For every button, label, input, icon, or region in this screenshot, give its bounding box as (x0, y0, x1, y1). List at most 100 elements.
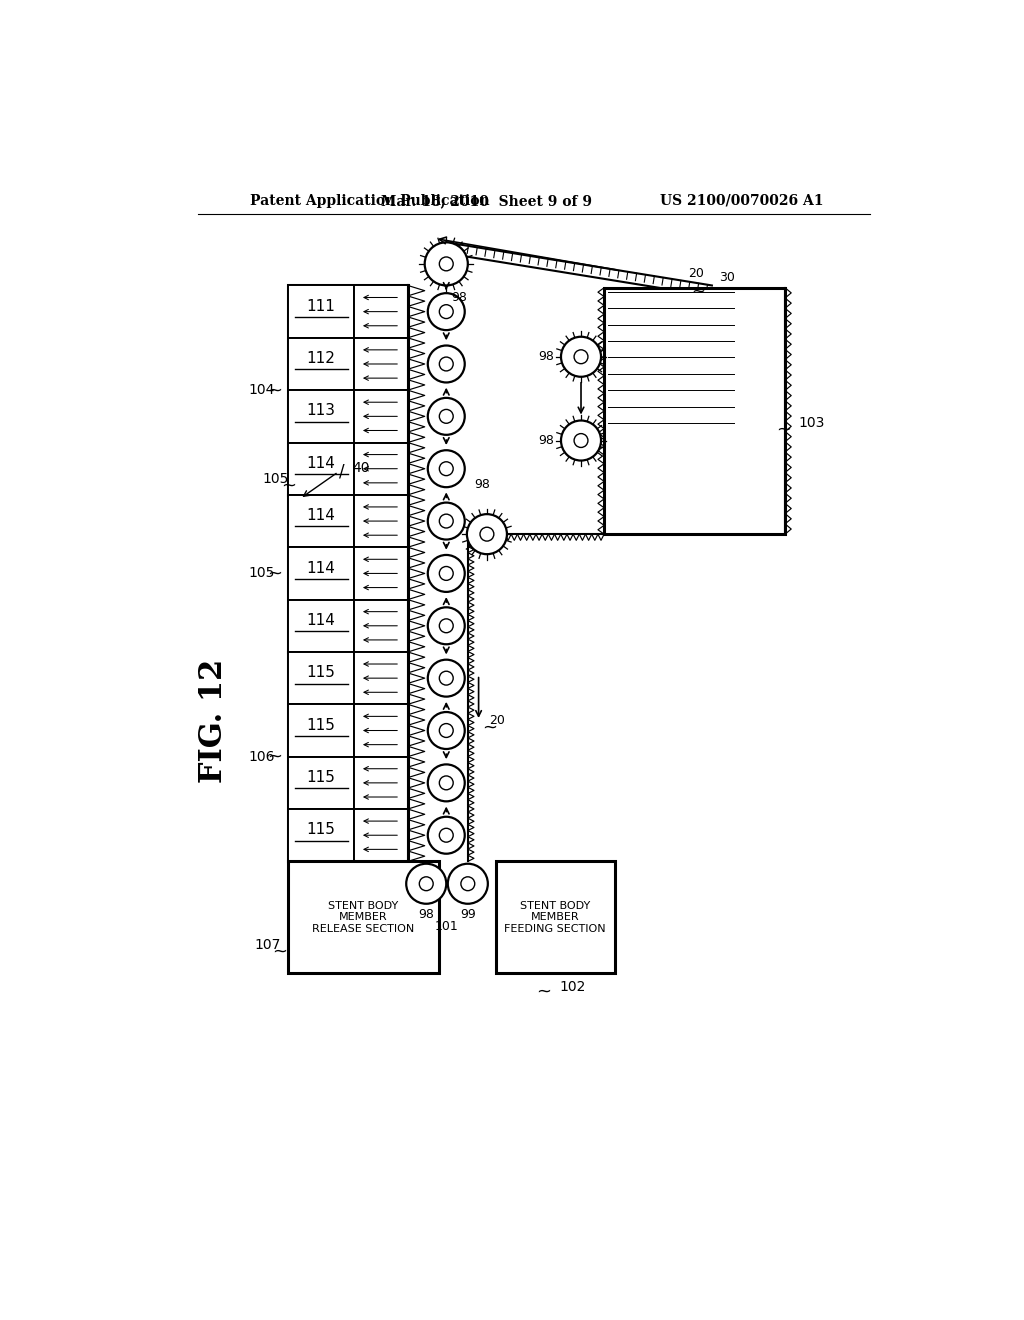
Circle shape (425, 243, 468, 285)
Text: 115: 115 (307, 718, 336, 733)
Circle shape (428, 346, 465, 383)
Text: 20: 20 (489, 714, 505, 727)
Text: 115: 115 (307, 770, 336, 785)
Circle shape (419, 876, 433, 891)
Text: 115: 115 (307, 665, 336, 680)
Bar (496, 862, 614, 973)
Circle shape (428, 503, 465, 540)
Bar (289, 391, 354, 442)
Circle shape (467, 515, 507, 554)
Text: 40: 40 (352, 461, 370, 475)
Bar (289, 442, 354, 495)
Text: 103: 103 (799, 416, 825, 430)
Text: 105: 105 (248, 566, 274, 581)
Circle shape (407, 863, 446, 904)
Circle shape (439, 723, 454, 738)
Text: 105: 105 (262, 473, 289, 487)
Text: ~: ~ (267, 565, 283, 582)
Circle shape (428, 817, 465, 854)
Circle shape (439, 776, 454, 789)
Text: 114: 114 (307, 561, 336, 576)
Circle shape (428, 607, 465, 644)
Text: STENT BODY
MEMBER
FEEDING SECTION: STENT BODY MEMBER FEEDING SECTION (505, 900, 606, 933)
Circle shape (574, 350, 588, 364)
Bar (289, 652, 408, 862)
Bar (289, 285, 408, 495)
Bar (354, 652, 408, 705)
Text: 20: 20 (688, 268, 705, 280)
Circle shape (439, 257, 454, 271)
Bar (289, 285, 354, 338)
Circle shape (480, 527, 494, 541)
Circle shape (428, 554, 465, 591)
Bar (289, 705, 354, 756)
Circle shape (439, 409, 454, 424)
Text: 30: 30 (720, 271, 735, 284)
Bar (354, 705, 408, 756)
Bar (354, 495, 408, 548)
Text: ~: ~ (271, 942, 287, 961)
Text: 99: 99 (460, 908, 476, 921)
Circle shape (428, 711, 465, 748)
Text: ~: ~ (267, 747, 283, 766)
Bar (289, 652, 354, 705)
Text: 114: 114 (307, 455, 336, 471)
Text: 98: 98 (474, 478, 489, 491)
Text: 114: 114 (307, 508, 336, 523)
Text: 106: 106 (248, 750, 274, 764)
Bar (354, 391, 408, 442)
Circle shape (439, 619, 454, 632)
Text: 115: 115 (307, 822, 336, 837)
Circle shape (439, 566, 454, 581)
Bar (354, 599, 408, 652)
Circle shape (561, 421, 601, 461)
Bar (289, 809, 354, 862)
Text: 112: 112 (307, 351, 336, 366)
Text: ~: ~ (776, 421, 792, 438)
Text: 107: 107 (254, 939, 281, 952)
Circle shape (428, 397, 465, 434)
Circle shape (428, 660, 465, 697)
Bar (354, 442, 408, 495)
Circle shape (428, 450, 465, 487)
Text: 102: 102 (559, 979, 586, 994)
Text: 98: 98 (418, 908, 434, 921)
Bar (289, 862, 438, 973)
Bar (289, 495, 354, 548)
Bar (354, 756, 408, 809)
Bar (289, 599, 354, 652)
Bar (289, 548, 354, 599)
Circle shape (447, 863, 487, 904)
Text: Mar. 18, 2010  Sheet 9 of 9: Mar. 18, 2010 Sheet 9 of 9 (381, 194, 592, 207)
Bar (604, 288, 785, 535)
Text: ~: ~ (282, 477, 296, 495)
Text: ~: ~ (691, 282, 706, 301)
Text: 98: 98 (451, 292, 467, 305)
Text: 104: 104 (248, 383, 274, 397)
Bar (354, 285, 408, 338)
Text: US 2100/0070026 A1: US 2100/0070026 A1 (660, 194, 823, 207)
Text: ~: ~ (481, 718, 497, 737)
Text: /: / (339, 462, 345, 480)
Text: STENT BODY
MEMBER
RELEASE SECTION: STENT BODY MEMBER RELEASE SECTION (312, 900, 415, 933)
Text: 98: 98 (539, 434, 554, 447)
Bar (354, 809, 408, 862)
Circle shape (428, 293, 465, 330)
Bar (354, 548, 408, 599)
Text: FIG. 12: FIG. 12 (199, 659, 229, 783)
Text: Patent Application Publication: Patent Application Publication (250, 194, 489, 207)
Circle shape (439, 515, 454, 528)
Text: 98: 98 (539, 350, 554, 363)
Bar (289, 756, 354, 809)
Circle shape (574, 433, 588, 447)
Circle shape (439, 305, 454, 318)
Text: ~: ~ (537, 982, 551, 1001)
Text: ~: ~ (267, 381, 283, 399)
Circle shape (439, 829, 454, 842)
Text: 114: 114 (307, 612, 336, 628)
Circle shape (439, 671, 454, 685)
Bar (289, 338, 354, 391)
Circle shape (461, 876, 475, 891)
Bar (289, 495, 408, 652)
Text: 113: 113 (306, 404, 336, 418)
